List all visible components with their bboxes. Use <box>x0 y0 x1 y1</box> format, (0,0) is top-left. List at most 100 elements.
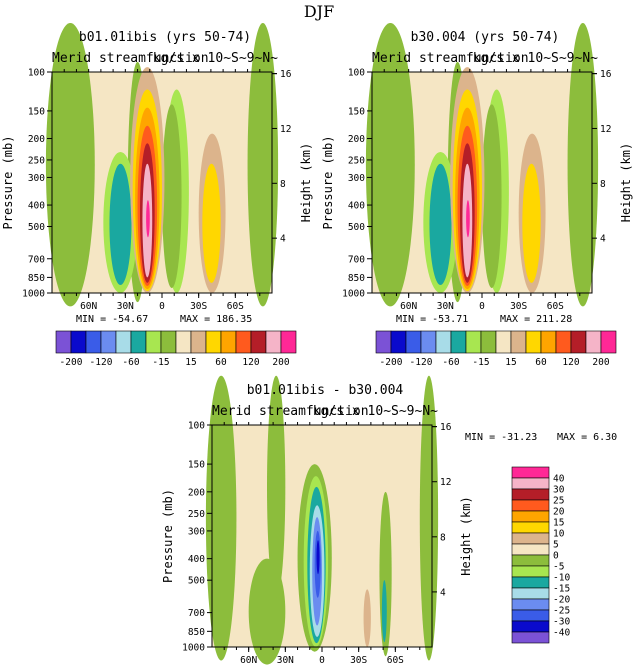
colorbar-swatch <box>511 598 550 611</box>
y-right-axis-label: Height (km) <box>619 143 633 222</box>
colorbar-swatch <box>511 510 550 523</box>
y-right-tick-label: 8 <box>440 532 446 543</box>
colorbar-label: 5 <box>553 540 559 551</box>
colorbar-swatch <box>511 499 550 512</box>
colorbar-swatch <box>450 330 467 354</box>
colorbar-swatch <box>511 543 550 556</box>
colorbar-label: 200 <box>272 357 289 368</box>
y-tick-label: 200 <box>348 134 365 145</box>
contour-fill <box>365 22 415 307</box>
y-tick-label: 100 <box>28 68 45 79</box>
y-tick-label: 850 <box>28 273 45 284</box>
min-label: MIN = -53.71 <box>396 314 468 325</box>
max-label: MAX = 211.28 <box>500 314 572 325</box>
colorbar-swatch <box>115 330 132 354</box>
y-tick-label: 500 <box>28 222 45 233</box>
x-tick-label: 60S <box>387 655 404 666</box>
x-tick-label: 60N <box>400 301 417 312</box>
contour-fill <box>522 163 541 283</box>
colorbar-label: -200 <box>380 357 403 368</box>
y-right-tick-label: 16 <box>280 69 292 80</box>
contour-fill <box>162 104 182 289</box>
colorbar-label: 0 <box>553 551 559 562</box>
y-right-tick-label: 12 <box>440 477 451 488</box>
y-right-tick-label: 8 <box>280 179 286 190</box>
colorbar-label: -120 <box>410 357 433 368</box>
y-tick-label: 700 <box>348 254 365 265</box>
y-tick-label: 150 <box>28 106 45 117</box>
colorbar-label: 40 <box>553 474 565 485</box>
y-right-tick-label: 8 <box>600 179 606 190</box>
y-tick-label: 250 <box>188 509 205 520</box>
y-tick-label: 500 <box>188 576 205 587</box>
colorbar-swatch <box>85 330 102 354</box>
colorbar-swatch <box>375 330 392 354</box>
x-tick-label: 30N <box>437 301 454 312</box>
y-right-tick-label: 16 <box>440 422 452 433</box>
contour-fill <box>429 163 452 285</box>
colorbar-label: 60 <box>215 357 227 368</box>
y-tick-label: 400 <box>188 554 205 565</box>
colorbar-label: 60 <box>535 357 547 368</box>
y-right-tick-label: 4 <box>440 587 446 598</box>
contour-fill <box>267 375 286 598</box>
x-tick-label: 30S <box>510 301 527 312</box>
contour-fill <box>109 163 132 285</box>
colorbar-swatch <box>265 330 282 354</box>
colorbar-swatch <box>420 330 437 354</box>
contour-fill <box>45 22 95 307</box>
y-tick-label: 700 <box>188 608 205 619</box>
colorbar-label: -60 <box>122 357 139 368</box>
colorbar-swatch <box>55 330 72 354</box>
colorbar-swatch <box>205 330 222 354</box>
colorbar-swatch <box>435 330 452 354</box>
colorbar-label: -120 <box>90 357 113 368</box>
panel-title: b30.004 (yrs 50-74) <box>411 30 560 45</box>
colorbar-swatch <box>525 330 542 354</box>
colorbar-swatch <box>145 330 162 354</box>
contour-fill <box>466 200 470 238</box>
colorbar-swatch <box>70 330 87 354</box>
colorbar-swatch <box>495 330 512 354</box>
y-tick-label: 500 <box>348 222 365 233</box>
colorbar-label: 120 <box>562 357 579 368</box>
colorbar-swatch <box>511 576 550 589</box>
x-tick-label: 60S <box>547 301 564 312</box>
colorbar-swatch <box>555 330 572 354</box>
colorbar-label: 30 <box>553 485 565 496</box>
y-right-axis-label: Height (km) <box>459 496 473 575</box>
left-string: Merid streamfunction <box>52 51 209 66</box>
colorbar-swatch <box>220 330 237 354</box>
colorbar-swatch <box>511 631 550 644</box>
colorbar-label: 20 <box>553 507 565 518</box>
y-tick-label: 850 <box>188 627 205 638</box>
y-tick-label: 1000 <box>342 289 365 300</box>
panel-b30: 100 150 200 250 300 400 500 700 850 1000 60N 30N 0 30… <box>321 22 633 368</box>
colorbar-swatch <box>540 330 557 354</box>
colorbar-label: -60 <box>442 357 459 368</box>
y-right-tick-label: 12 <box>280 124 291 135</box>
colorbar-swatch <box>250 330 267 354</box>
colorbar-swatch <box>280 330 297 354</box>
colorbar-swatch <box>511 477 550 490</box>
y-tick-label: 700 <box>28 254 45 265</box>
y-tick-label: 200 <box>188 487 205 498</box>
y-tick-label: 250 <box>348 155 365 166</box>
colorbar-swatch <box>511 488 550 501</box>
y-right-axis-label: Height (km) <box>299 143 313 222</box>
y-tick-label: 100 <box>348 68 365 79</box>
colorbar-label: -200 <box>60 357 83 368</box>
colorbar-label: 200 <box>592 357 609 368</box>
x-tick-label: 60N <box>240 655 257 666</box>
colorbar-label: -10 <box>553 573 570 584</box>
y-axis-label: Pressure (mb) <box>161 489 175 583</box>
panel-title: b01.01ibis - b30.004 <box>247 383 404 398</box>
colorbar-label: -40 <box>553 628 570 639</box>
colorbar-swatch <box>511 565 550 578</box>
y-tick-label: 200 <box>28 134 45 145</box>
colorbar-label: -15 <box>152 357 169 368</box>
colorbar-swatch <box>600 330 617 354</box>
colorbar-swatch <box>510 330 527 354</box>
colorbar-label: -25 <box>553 606 570 617</box>
